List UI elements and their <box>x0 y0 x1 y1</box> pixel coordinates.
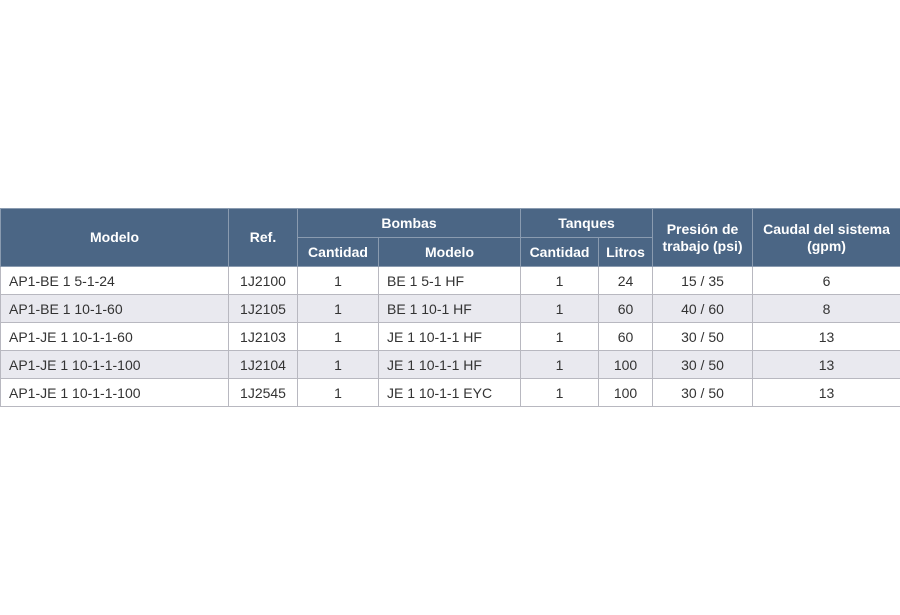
table-cell: 24 <box>598 266 654 295</box>
table-cell: AP1-JE 1 10-1-1-60 <box>0 322 229 351</box>
table-cell: BE 1 10-1 HF <box>377 294 522 323</box>
table-cell: 1 <box>297 322 379 351</box>
table-cell: 1 <box>520 266 600 295</box>
header-cell: Caudal del sistema (gpm) <box>752 208 900 267</box>
table-cell: AP1-BE 1 5-1-24 <box>0 266 229 295</box>
header-cell: Modelo <box>0 208 229 267</box>
product-table: Modelo Ref. Bombas Tanques Presión de tr… <box>0 208 900 407</box>
header-cell: Cantidad <box>520 237 600 267</box>
header-cell: Modelo <box>377 237 522 267</box>
table-cell: 30 / 50 <box>652 350 754 379</box>
table-cell: 15 / 35 <box>652 266 754 295</box>
table-cell: 1J2103 <box>228 322 298 351</box>
table-cell: 1 <box>520 378 600 407</box>
table-cell: BE 1 5-1 HF <box>377 266 522 295</box>
table-cell: AP1-BE 1 10-1-60 <box>0 294 229 323</box>
table-cell: 1J2545 <box>228 378 298 407</box>
table-cell: 100 <box>598 350 654 379</box>
table-cell: JE 1 10-1-1 HF <box>377 350 522 379</box>
table-cell: AP1-JE 1 10-1-1-100 <box>0 350 229 379</box>
table-cell: 40 / 60 <box>652 294 754 323</box>
table-row: AP1-JE 1 10-1-1-100 1J2545 1 JE 1 10-1-1 EY… <box>0 378 900 407</box>
table-cell: 13 <box>752 378 900 407</box>
table-cell: JE 1 10-1-1 EYC <box>377 378 522 407</box>
table-header: Modelo Ref. Bombas Tanques Presión de tr… <box>0 208 900 267</box>
table-cell: 60 <box>598 322 654 351</box>
table-cell: 1J2100 <box>228 266 298 295</box>
table-row: AP1-BE 1 10-1-60 1J2105 1 BE 1 10-1 HF 1 60 40… <box>0 294 900 323</box>
header-cell: Litros <box>598 237 654 267</box>
table-cell: 8 <box>752 294 900 323</box>
table-cell: 1 <box>297 378 379 407</box>
table-cell: AP1-JE 1 10-1-1-100 <box>0 378 229 407</box>
table-cell: 13 <box>752 350 900 379</box>
table-cell: 1J2105 <box>228 294 298 323</box>
header-cell: Cantidad <box>297 237 379 267</box>
header-cell: Tanques <box>520 208 654 238</box>
table-cell: 1 <box>520 350 600 379</box>
table-cell: JE 1 10-1-1 HF <box>377 322 522 351</box>
table-cell: 60 <box>598 294 654 323</box>
table-cell: 1 <box>297 294 379 323</box>
table-cell: 1 <box>297 266 379 295</box>
table-row: AP1-JE 1 10-1-1-100 1J2104 1 JE 1 10-1-1 HF… <box>0 350 900 379</box>
table-cell: 1 <box>520 294 600 323</box>
table-cell: 100 <box>598 378 654 407</box>
table-row: AP1-JE 1 10-1-1-60 1J2103 1 JE 1 10-1-1 HF 1… <box>0 322 900 351</box>
table-row: AP1-BE 1 5-1-24 1J2100 1 BE 1 5-1 HF 1 24 15 /… <box>0 266 900 295</box>
header-cell: Ref. <box>228 208 298 267</box>
table-cell: 13 <box>752 322 900 351</box>
table-cell: 30 / 50 <box>652 378 754 407</box>
header-row: Cantidad Modelo Cantidad Litros <box>1 237 900 267</box>
table-cell: 30 / 50 <box>652 322 754 351</box>
header-cell: Bombas <box>296 208 522 238</box>
table-cell: 6 <box>752 266 900 295</box>
header-cell: Presión de trabajo (psi) <box>652 208 754 267</box>
table-body: AP1-BE 1 5-1-24 1J2100 1 BE 1 5-1 HF 1 24 15 /… <box>0 266 900 407</box>
header-row: Modelo Ref. Bombas Tanques Presión de tr… <box>0 208 900 267</box>
table-cell: 1 <box>297 350 379 379</box>
table-cell: 1 <box>520 322 600 351</box>
table-cell: 1J2104 <box>228 350 298 379</box>
